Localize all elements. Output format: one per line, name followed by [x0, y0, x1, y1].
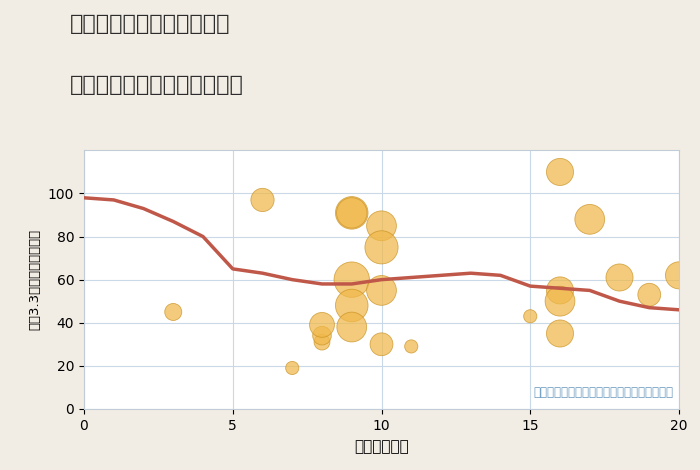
Point	[346, 276, 357, 283]
Y-axis label: 坪（3.3㎡）単価（万円）: 坪（3.3㎡）単価（万円）	[28, 229, 41, 330]
Point	[644, 291, 655, 298]
Point	[376, 287, 387, 294]
Point	[346, 302, 357, 309]
Point	[287, 364, 298, 372]
Point	[346, 209, 357, 217]
Point	[168, 308, 179, 316]
Point	[406, 343, 417, 350]
Point	[346, 323, 357, 331]
Text: 駅距離別中古マンション価格: 駅距離別中古マンション価格	[70, 75, 244, 95]
Point	[614, 274, 625, 281]
Point	[673, 272, 685, 279]
Text: 円の大きさは、取引のあった物件面積を示す: 円の大きさは、取引のあった物件面積を示す	[533, 385, 673, 399]
Point	[346, 209, 357, 217]
Point	[257, 196, 268, 204]
Point	[376, 340, 387, 348]
Point	[376, 222, 387, 229]
Point	[554, 287, 566, 294]
Point	[554, 330, 566, 337]
Point	[316, 332, 328, 339]
Point	[316, 321, 328, 329]
Point	[554, 168, 566, 176]
Point	[584, 216, 595, 223]
Point	[554, 298, 566, 305]
Text: 岐阜県郡上市大和町徳永の: 岐阜県郡上市大和町徳永の	[70, 14, 230, 34]
Point	[376, 243, 387, 251]
Point	[525, 313, 536, 320]
X-axis label: 駅距離（分）: 駅距離（分）	[354, 439, 409, 454]
Point	[316, 338, 328, 346]
